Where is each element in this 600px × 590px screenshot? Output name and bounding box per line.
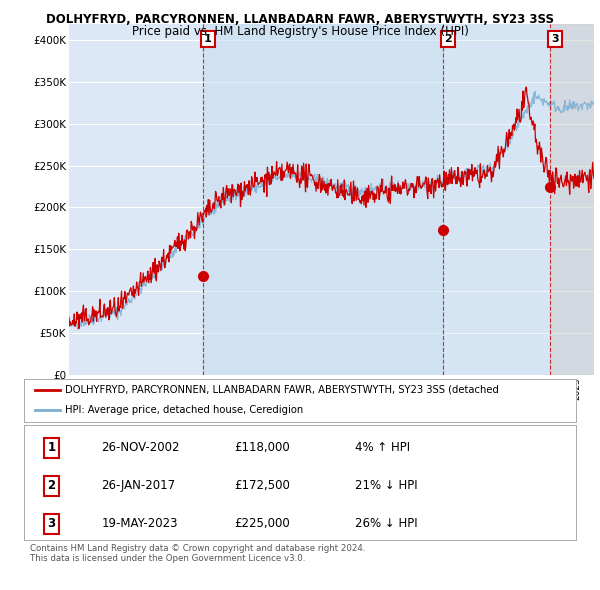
Bar <box>443 24 550 375</box>
Text: 26% ↓ HPI: 26% ↓ HPI <box>355 517 418 530</box>
Text: 1: 1 <box>47 441 56 454</box>
Text: Price paid vs. HM Land Registry's House Price Index (HPI): Price paid vs. HM Land Registry's House … <box>131 25 469 38</box>
Text: DOLHYFRYD, PARCYRONNEN, LLANBADARN FAWR, ABERYSTWYTH, SY23 3SS (detached: DOLHYFRYD, PARCYRONNEN, LLANBADARN FAWR,… <box>65 385 499 395</box>
Text: DOLHYFRYD, PARCYRONNEN, LLANBADARN FAWR, ABERYSTWYTH, SY23 3SS: DOLHYFRYD, PARCYRONNEN, LLANBADARN FAWR,… <box>46 13 554 26</box>
Text: 3: 3 <box>551 34 559 44</box>
Bar <box>203 24 443 375</box>
Text: 19-MAY-2023: 19-MAY-2023 <box>101 517 178 530</box>
Text: 3: 3 <box>47 517 56 530</box>
Text: 26-JAN-2017: 26-JAN-2017 <box>101 479 175 492</box>
Text: £225,000: £225,000 <box>234 517 290 530</box>
Text: 2: 2 <box>47 479 56 492</box>
Text: £172,500: £172,500 <box>234 479 290 492</box>
Text: 21% ↓ HPI: 21% ↓ HPI <box>355 479 418 492</box>
Text: Contains HM Land Registry data © Crown copyright and database right 2024.
This d: Contains HM Land Registry data © Crown c… <box>30 544 365 563</box>
Text: 2: 2 <box>444 34 452 44</box>
Text: 4% ↑ HPI: 4% ↑ HPI <box>355 441 410 454</box>
Text: HPI: Average price, detached house, Ceredigion: HPI: Average price, detached house, Cere… <box>65 405 304 415</box>
Text: £118,000: £118,000 <box>234 441 290 454</box>
Text: 1: 1 <box>204 34 212 44</box>
Text: 26-NOV-2002: 26-NOV-2002 <box>101 441 180 454</box>
Bar <box>550 24 594 375</box>
